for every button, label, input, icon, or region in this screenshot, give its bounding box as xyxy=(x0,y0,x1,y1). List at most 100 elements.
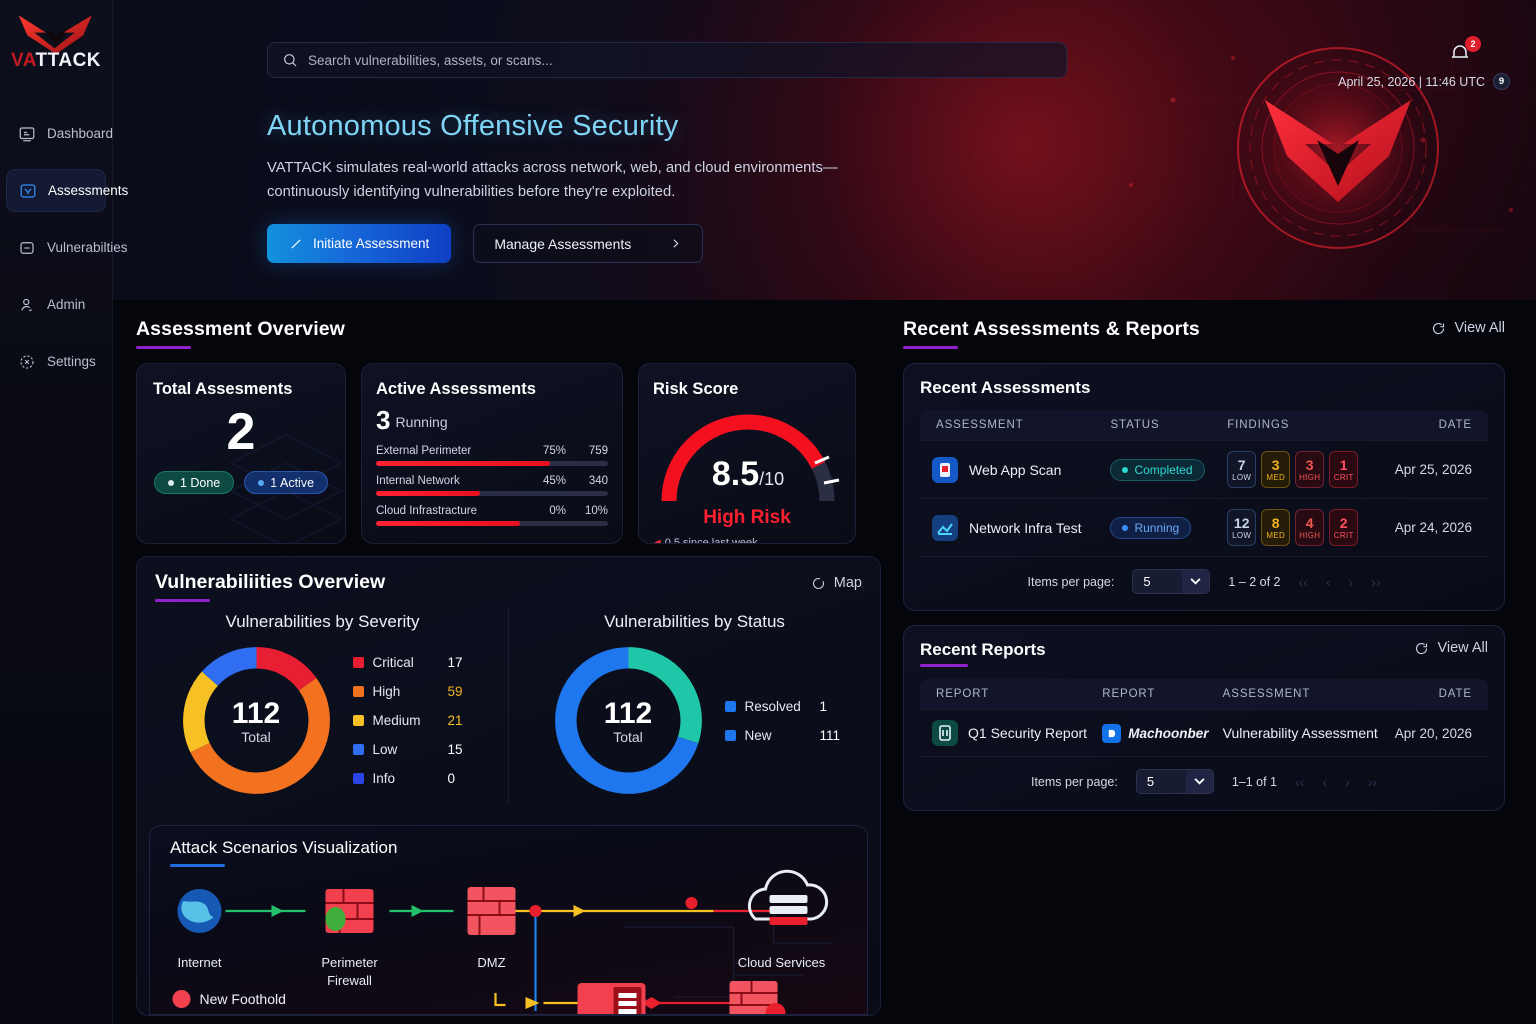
brand-name: Machoonber xyxy=(1128,725,1209,741)
sidebar-item-vulnerabilties[interactable]: Vulnerabilties xyxy=(6,226,128,269)
donut-segment xyxy=(182,647,330,794)
first-page-button[interactable]: ‹‹ xyxy=(1298,573,1308,590)
last-page-button[interactable]: ›› xyxy=(1371,573,1381,590)
total-assessments-card[interactable]: Total Assesments 2 1 Done 1 Active xyxy=(136,363,346,544)
vulnerabilities-icon xyxy=(20,241,34,254)
table-row[interactable]: Network Infra Test Running xyxy=(920,498,1488,557)
attack-scenarios-title: Attack Scenarios Visualization xyxy=(170,838,398,857)
finding-label: MED xyxy=(1266,530,1286,540)
legend-swatch xyxy=(352,686,364,697)
first-page-button[interactable]: ‹‹ xyxy=(1295,773,1305,790)
reports-pagination: Items per page: 5 1–1 of 1 ‹‹ ‹ › xyxy=(920,757,1488,796)
column-header-date: DATE xyxy=(1386,679,1488,710)
severity-chart: Vulnerabilities by Severity 112 Total xyxy=(137,608,508,803)
node-label: Cloud Services xyxy=(738,955,826,970)
sidebar-item-label: Vulnerabilties xyxy=(47,240,128,255)
recent-section-title: Recent Assessments & Reports xyxy=(903,318,1200,340)
risk-level-label: High Risk xyxy=(703,507,791,528)
findings-group: 12 LOW 8 MED 4 xyxy=(1227,509,1372,546)
page-arrows: ‹‹ ‹ › ›› xyxy=(1295,774,1377,790)
progress-fill xyxy=(376,491,481,496)
table-row[interactable]: Web App Scan Completed xyxy=(920,440,1488,499)
progress-track xyxy=(376,491,608,496)
legend-label-new-foothold: New Foothold xyxy=(200,991,286,1007)
finding-label: LOW xyxy=(1232,530,1252,540)
running-count-line: 3 Running xyxy=(376,405,608,436)
status-label: Running xyxy=(1134,520,1180,535)
last-page-button[interactable]: ›› xyxy=(1367,773,1378,790)
done-chip-label: 1 Done xyxy=(179,475,221,490)
progress-percent: 45% xyxy=(542,475,566,487)
legend-value: 1 xyxy=(819,698,828,714)
node-label: Internet xyxy=(177,955,221,970)
column-header-assessment: ASSESSMENT xyxy=(1216,679,1387,710)
web-app-scan-icon xyxy=(932,456,958,483)
assessments-pagination: Items per page: 5 1 – 2 of 2 ‹‹ ‹ › xyxy=(920,557,1488,596)
legend-row: New 111 xyxy=(724,721,844,750)
legend-label: Info xyxy=(372,771,396,786)
map-button[interactable]: Map xyxy=(811,571,862,591)
finding-count: 8 xyxy=(1271,514,1280,531)
items-per-page-select[interactable]: 5 xyxy=(1132,569,1211,594)
table-row[interactable]: Q1 Security Report Machoonber xyxy=(920,709,1488,757)
legend-value: 15 xyxy=(447,742,463,757)
refresh-icon xyxy=(1416,642,1428,654)
legend-swatch xyxy=(724,729,736,741)
logo-text-b: TTACK xyxy=(35,50,102,71)
active-assessments-card[interactable]: Active Assessments 3 Running External Per… xyxy=(361,363,623,544)
progress-fill xyxy=(376,461,550,466)
prev-page-button[interactable]: ‹ xyxy=(1322,773,1328,790)
finding-label: HIGH xyxy=(1299,530,1321,540)
search-input[interactable] xyxy=(308,52,1052,68)
notifications-button[interactable]: 2 xyxy=(1448,36,1481,66)
attack-scenarios-diagram: Internet Perimeter Firewall DMZ Cloud Se… xyxy=(172,869,834,1014)
firewall-brick-icon xyxy=(325,889,374,933)
finding-label: CRIT xyxy=(1333,530,1354,540)
sidebar-item-dashboard[interactable]: Dashboard xyxy=(6,112,113,155)
done-dot-icon xyxy=(167,479,174,486)
legend-label: Medium xyxy=(372,713,421,728)
finding-count: 1 xyxy=(1339,456,1348,473)
assessments-icon xyxy=(20,183,36,198)
prev-page-button[interactable]: ‹ xyxy=(1325,573,1331,590)
severity-chart-title: Vulnerabilities by Severity xyxy=(225,612,420,631)
sidebar-item-admin[interactable]: Admin xyxy=(6,283,106,326)
risk-delta-text: 0.5 since last week xyxy=(664,537,758,544)
legend-label: Resolved xyxy=(744,698,801,714)
new-foothold-marker xyxy=(529,905,542,917)
next-page-button[interactable]: › xyxy=(1345,773,1350,790)
legend-row: Medium 21 xyxy=(352,706,472,735)
column-header-status: STATUS xyxy=(1104,410,1222,441)
sidebar-item-assessments[interactable]: Assessments xyxy=(6,169,128,212)
finding-crit: 1 CRIT xyxy=(1329,451,1359,488)
view-all-reports-button[interactable]: View All xyxy=(1414,640,1488,656)
logo[interactable]: VATTACK xyxy=(0,0,112,86)
legend-row: Critical 17 xyxy=(352,648,472,677)
next-page-button[interactable]: › xyxy=(1348,573,1354,590)
active-chip-label: 1 Active xyxy=(270,475,315,490)
assessment-overview-header: Assessment Overview xyxy=(136,300,881,349)
search-bar[interactable] xyxy=(267,42,1067,78)
items-per-page-label: Items per page: xyxy=(1027,574,1115,589)
status-chart: Vulnerabilities by Status 112 Total Re xyxy=(508,608,880,803)
status-badge: Completed xyxy=(1110,458,1205,481)
initiate-assessment-button[interactable]: Initiate Assessment xyxy=(267,224,452,263)
done-chip: 1 Done xyxy=(153,471,235,494)
view-all-assessments-button[interactable]: View All xyxy=(1431,300,1505,336)
items-per-page-select[interactable]: 5 xyxy=(1135,769,1214,794)
column-header-report: REPORT xyxy=(1096,679,1217,710)
node-label: Perimeter xyxy=(321,955,378,970)
sidebar-item-settings[interactable]: Settings xyxy=(6,340,106,383)
legend-label: New xyxy=(744,727,772,743)
table-header-row: ASSESSMENT STATUS FINDINGS DATE xyxy=(920,410,1488,441)
datetime-text: April 25, 2026 | 11:46 UTC xyxy=(1338,74,1485,89)
vulnerabilities-overview-title: Vulnerabiliities Overview xyxy=(155,571,386,593)
new-foothold-marker xyxy=(685,897,698,909)
user-chip[interactable]: 9 xyxy=(1493,73,1510,90)
map-globe-icon xyxy=(812,577,824,589)
chevron-down-icon xyxy=(1182,570,1210,593)
vattack-wings-logo xyxy=(18,15,92,55)
manage-assessments-button[interactable]: Manage Assessments xyxy=(473,224,704,263)
assessment-name: Web App Scan xyxy=(969,461,1062,478)
risk-score-card[interactable]: Risk Score 8.5/10 xyxy=(638,363,856,544)
